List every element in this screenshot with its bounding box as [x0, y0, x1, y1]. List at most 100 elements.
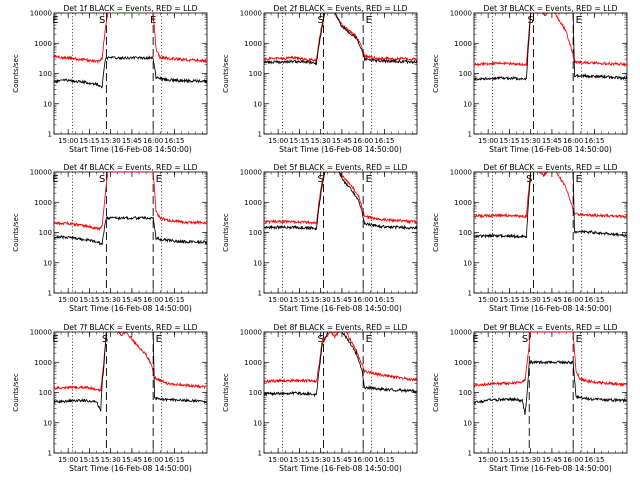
event-marker-e: E: [52, 15, 58, 26]
y-tick-label: 100: [39, 70, 52, 78]
y-axis-label: Counts/sec: [432, 213, 440, 252]
lld-series-line: [54, 172, 207, 232]
event-marker-s: S: [99, 15, 105, 26]
event-marker-e: E: [366, 174, 372, 185]
y-tick-label: 10: [253, 100, 262, 108]
x-tick-label: 15:00: [58, 456, 78, 464]
event-marker-s: S: [522, 334, 528, 345]
y-tick-label: 10: [43, 419, 52, 427]
plot-frame: [263, 171, 418, 294]
event-marker-e: E: [156, 334, 162, 345]
panel-det-3: Det 3f BLACK = Events, RED = LLD 1 10 100 10…: [432, 4, 628, 154]
panel-det-1: Det 1f BLACK = Events, RED = LLD 1 10 100 10…: [12, 4, 208, 154]
panel-title: Det 6f BLACK = Events, RED = LLD: [484, 163, 618, 172]
x-tick-label: 16:15: [164, 296, 184, 304]
panel-title: Det 9f BLACK = Events, RED = LLD: [484, 323, 618, 332]
x-tick-label: 15:30: [101, 137, 121, 145]
x-tick-label: 15:00: [478, 456, 498, 464]
x-tick-label: 16:00: [563, 456, 583, 464]
x-tick-label: 16:15: [164, 456, 184, 464]
event-marker-e: E: [52, 174, 58, 185]
x-tick-label: 15:30: [311, 137, 331, 145]
x-tick-label: 15:30: [521, 137, 541, 145]
lld-series-line: [474, 332, 627, 389]
events-series-line: [264, 332, 417, 398]
event-marker-s: S: [317, 15, 323, 26]
x-tick-label: 15:00: [58, 137, 78, 145]
y-axis-label: Counts/sec: [222, 54, 230, 93]
panel-det-8: Det 8f BLACK = Events, RED = LLD 1 10 100 10…: [222, 323, 418, 473]
events-series-line: [264, 172, 417, 231]
y-tick-label: 10000: [240, 329, 262, 337]
x-tick-label: 15:45: [122, 456, 142, 464]
x-tick-label: 16:00: [353, 456, 373, 464]
y-tick-label: 10000: [450, 169, 472, 177]
x-axis-label: Start Time (16-Feb-08 14:50:00): [489, 304, 612, 313]
x-tick-label: 15:15: [499, 137, 519, 145]
y-tick-label: 1: [258, 290, 262, 298]
plot-area: [264, 13, 417, 66]
x-tick-label: 15:45: [542, 456, 562, 464]
y-tick-label: 10000: [240, 10, 262, 18]
y-tick-label: 10: [463, 419, 472, 427]
panel-det-5: Det 5f BLACK = Events, RED = LLD 1 10 100 10…: [222, 163, 418, 313]
y-tick-label: 1000: [244, 40, 262, 48]
lld-series-line: [264, 332, 417, 384]
x-tick-label: 15:45: [332, 456, 352, 464]
event-marker-s: S: [317, 174, 323, 185]
event-marker-s: S: [102, 334, 108, 345]
x-tick-label: 16:15: [164, 137, 184, 145]
plot-area: [54, 172, 207, 246]
x-tick-label: 15:15: [499, 456, 519, 464]
event-marker-e: E: [156, 174, 162, 185]
y-tick-label: 1: [468, 290, 472, 298]
panel-title: Det 1f BLACK = Events, RED = LLD: [64, 4, 198, 13]
x-tick-label: 16:00: [563, 137, 583, 145]
x-tick-label: 15:30: [521, 456, 541, 464]
plot-area: [264, 172, 417, 231]
x-axis-label: Start Time (16-Feb-08 14:50:00): [69, 304, 192, 313]
event-marker-e: E: [366, 334, 372, 345]
events-series-line: [54, 215, 207, 246]
x-tick-label: 16:15: [374, 296, 394, 304]
x-tick-label: 16:00: [353, 296, 373, 304]
x-tick-label: 15:15: [79, 296, 99, 304]
panel-det-9: Det 9f BLACK = Events, RED = LLD 1 10 100 10…: [432, 323, 628, 473]
x-tick-label: 15:30: [311, 456, 331, 464]
x-tick-label: 16:15: [374, 456, 394, 464]
event-marker-e: E: [576, 174, 582, 185]
y-tick-label: 1000: [34, 199, 52, 207]
y-axis-label: Counts/sec: [12, 213, 20, 252]
events-series-line: [474, 172, 627, 240]
panel-title: Det 8f BLACK = Events, RED = LLD: [274, 323, 408, 332]
y-tick-label: 1: [258, 131, 262, 139]
lld-series-line: [264, 13, 417, 63]
y-tick-label: 1000: [454, 199, 472, 207]
lld-series-line: [264, 172, 417, 225]
x-tick-label: 16:00: [143, 456, 163, 464]
x-tick-label: 16:15: [584, 296, 604, 304]
x-tick-label: 15:45: [332, 296, 352, 304]
panel-det-4: Det 4f BLACK = Events, RED = LLD 1 10 100 10…: [12, 163, 208, 313]
panel-title: Det 7f BLACK = Events, RED = LLD: [64, 323, 198, 332]
x-tick-label: 15:30: [101, 296, 121, 304]
x-tick-label: 15:15: [289, 137, 309, 145]
y-axis-label: Counts/sec: [432, 373, 440, 412]
x-tick-label: 15:00: [478, 137, 498, 145]
plot-area: [474, 13, 627, 81]
y-tick-label: 1: [258, 450, 262, 458]
x-tick-label: 16:00: [143, 137, 163, 145]
y-axis-label: Counts/sec: [222, 373, 230, 412]
x-tick-label: 15:15: [79, 137, 99, 145]
panel-det-6: Det 6f BLACK = Events, RED = LLD 1 10 100 10…: [432, 163, 628, 313]
panel-det-2: Det 2f BLACK = Events, RED = LLD 1 10 100 10…: [222, 4, 418, 154]
y-tick-label: 1: [48, 450, 52, 458]
y-tick-label: 1000: [244, 359, 262, 367]
y-tick-label: 10000: [450, 329, 472, 337]
plot-area: [54, 13, 207, 89]
x-tick-label: 15:00: [268, 296, 288, 304]
x-tick-label: 15:45: [542, 296, 562, 304]
lld-series-line: [474, 13, 627, 68]
y-tick-label: 100: [39, 389, 52, 397]
